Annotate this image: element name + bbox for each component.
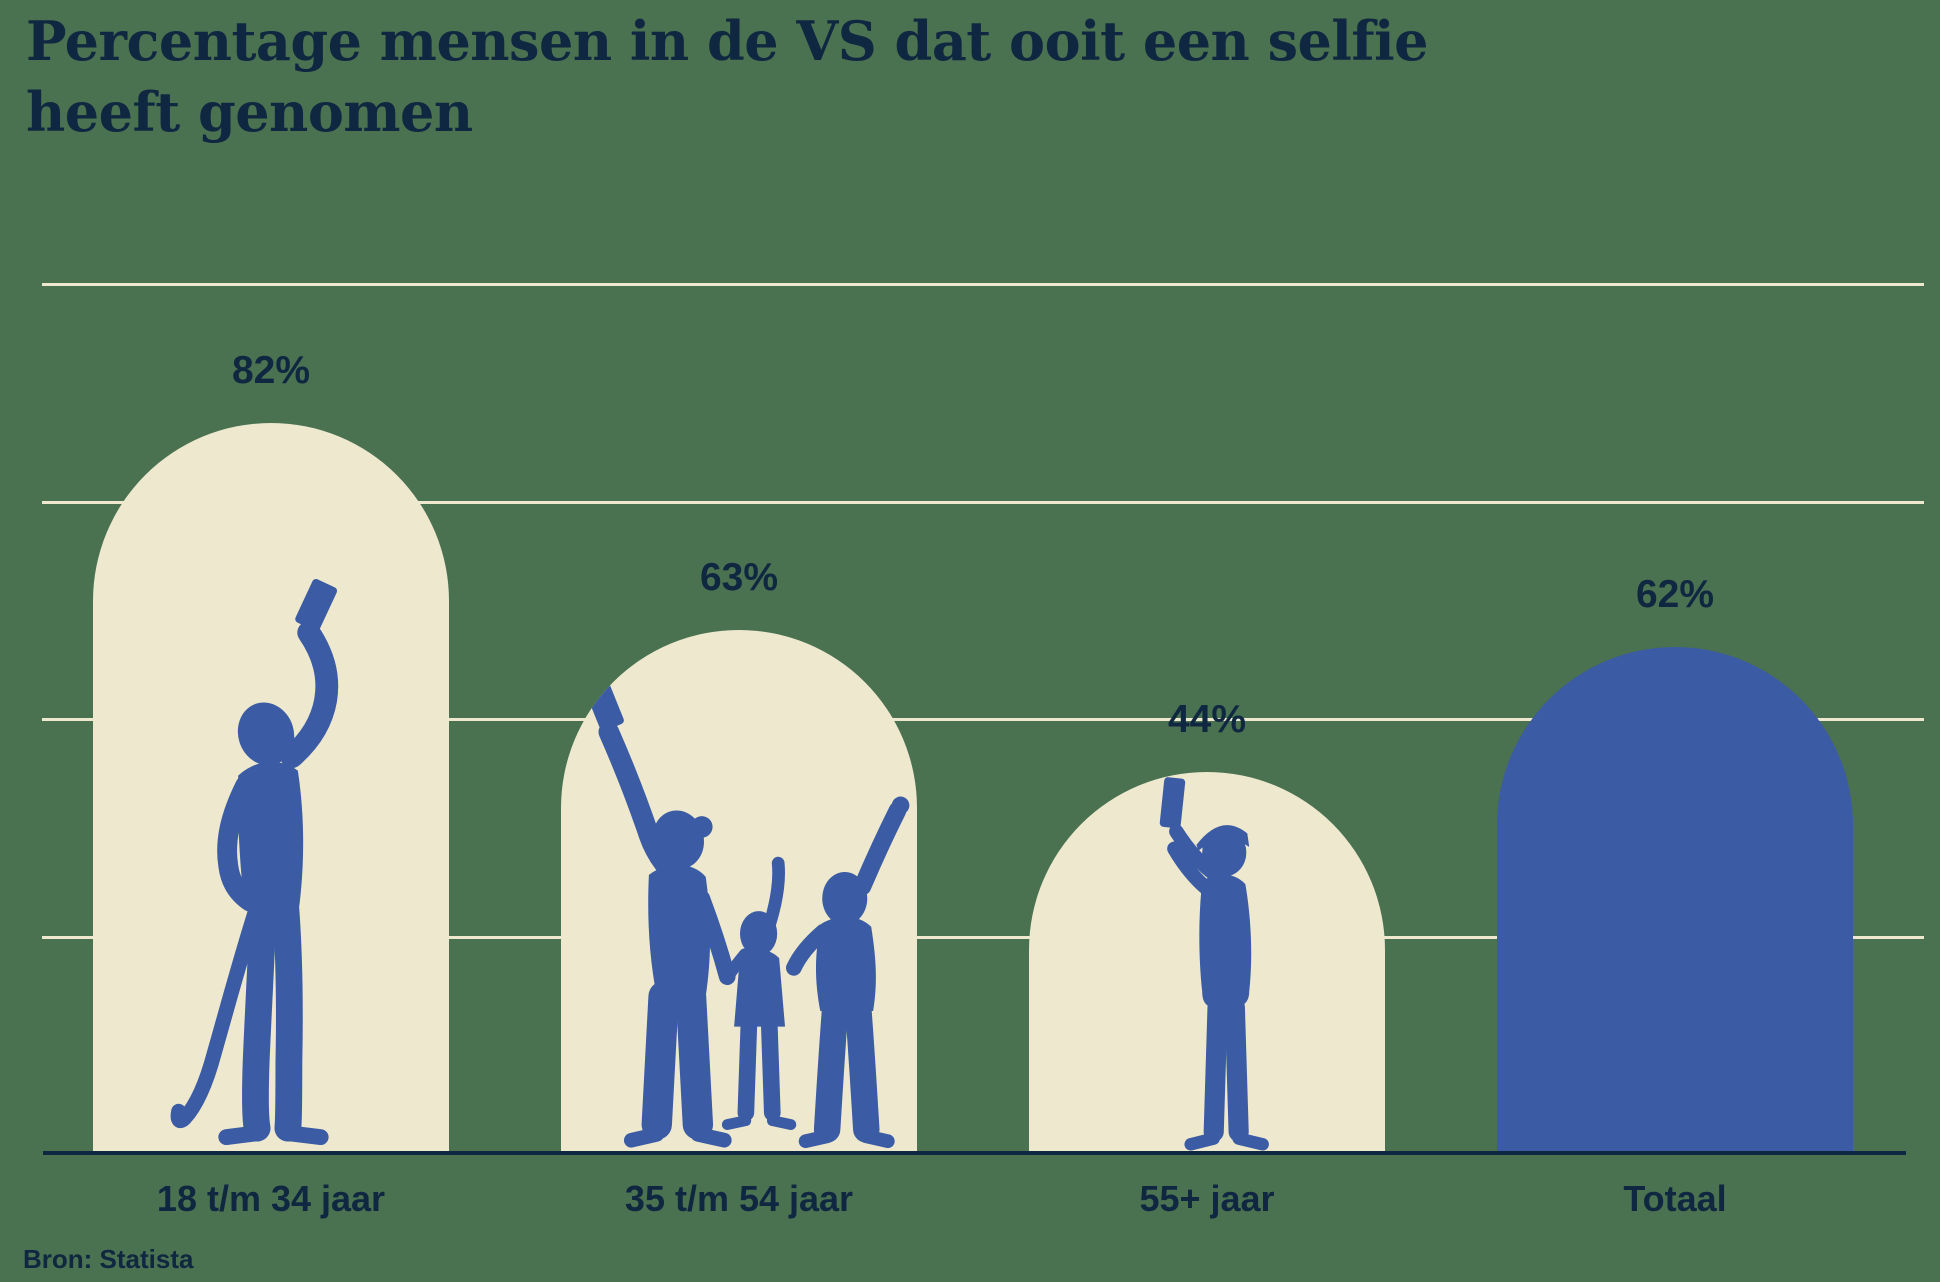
bar-totaal xyxy=(1497,647,1853,1153)
bar-group-35-54: 63% xyxy=(561,0,917,1153)
bar-group-18-34: 82% xyxy=(93,0,449,1153)
category-label-18-34: 18 t/m 34 jaar xyxy=(156,1178,386,1219)
category-label-totaal: Totaal xyxy=(1623,1178,1727,1219)
category-label-55plus: 55+ jaar xyxy=(1139,1178,1275,1219)
x-axis-line xyxy=(43,1151,1906,1155)
silhouette-young-adult-selfie-skateboard-icon xyxy=(170,579,339,1146)
bar-35-54 xyxy=(561,630,917,1153)
silhouette-family-selfie-icon xyxy=(586,682,910,1149)
value-label-55plus: 44% xyxy=(1167,698,1247,741)
source-credit: Bron: Statista xyxy=(23,1244,194,1274)
bar-group-totaal: 62% xyxy=(1497,0,1853,1153)
value-label-18-34: 82% xyxy=(231,349,311,392)
value-label-35-54: 63% xyxy=(699,556,779,599)
chart-title: Percentage mensen in de VS dat ooit een … xyxy=(26,6,1429,149)
bar-group-55plus: 44% xyxy=(1029,0,1385,1153)
silhouette-older-man-selfie-icon xyxy=(1159,777,1269,1151)
bar-55plus xyxy=(1029,772,1385,1153)
category-label-35-54: 35 t/m 54 jaar xyxy=(624,1178,854,1219)
bar-18-34 xyxy=(93,423,449,1153)
gridline-75pct xyxy=(42,501,1924,504)
gridline-25pct xyxy=(42,936,1924,939)
value-label-totaal: 62% xyxy=(1635,573,1715,616)
chart-title-line2: heeft genomen xyxy=(26,80,473,145)
chart-title-line1: Percentage mensen in de VS dat ooit een … xyxy=(26,9,1429,73)
gridline-50pct xyxy=(42,718,1924,721)
gridline-100pct xyxy=(42,283,1924,286)
